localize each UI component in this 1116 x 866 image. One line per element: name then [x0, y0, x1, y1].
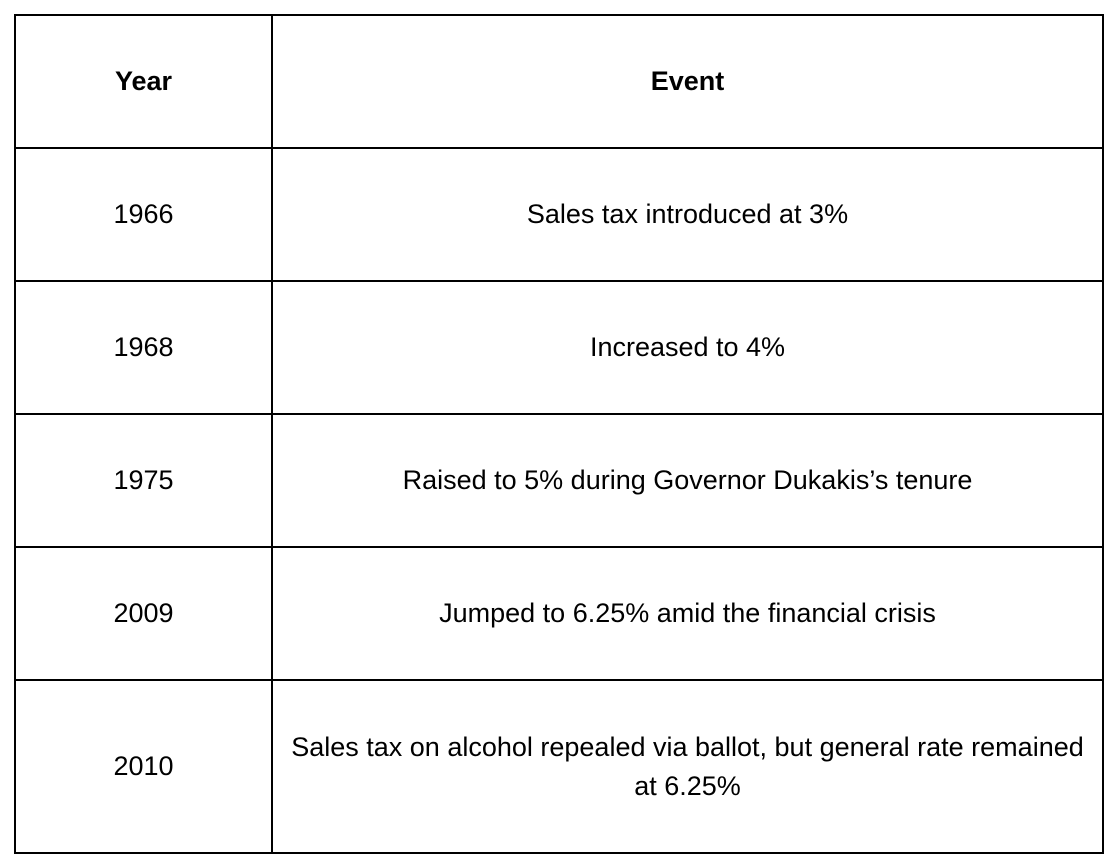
event-cell: Increased to 4% [271, 280, 1104, 415]
table-row: 1968 Increased to 4% [14, 280, 1104, 415]
table-row: 2010 Sales tax on alcohol repealed via b… [14, 679, 1104, 854]
year-cell: 2010 [14, 679, 273, 854]
year-cell: 2009 [14, 546, 273, 681]
event-cell: Jumped to 6.25% amid the financial crisi… [271, 546, 1104, 681]
table-header-row: Year Event [14, 14, 1104, 149]
sales-tax-timeline-table: Year Event 1966 Sales tax introduced at … [14, 14, 1104, 854]
table-row: 2009 Jumped to 6.25% amid the financial … [14, 546, 1104, 681]
event-cell: Sales tax introduced at 3% [271, 147, 1104, 282]
table-row: 1966 Sales tax introduced at 3% [14, 147, 1104, 282]
event-cell: Sales tax on alcohol repealed via ballot… [271, 679, 1104, 854]
year-cell: 1966 [14, 147, 273, 282]
year-column-header: Year [14, 14, 273, 149]
year-cell: 1968 [14, 280, 273, 415]
table-row: 1975 Raised to 5% during Governor Dukaki… [14, 413, 1104, 548]
year-cell: 1975 [14, 413, 273, 548]
event-column-header: Event [271, 14, 1104, 149]
event-cell: Raised to 5% during Governor Dukakis’s t… [271, 413, 1104, 548]
